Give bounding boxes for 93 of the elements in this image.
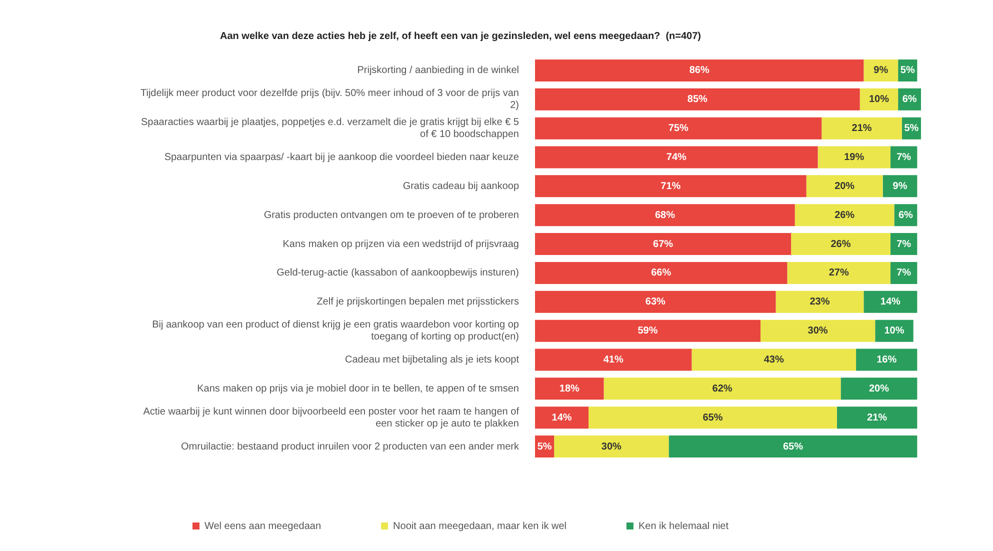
- data-label: 62%: [712, 383, 732, 394]
- bar: [535, 320, 760, 342]
- data-label: 26%: [830, 238, 851, 250]
- bar: [588, 406, 837, 429]
- data-label: 14%: [880, 296, 901, 308]
- y-tick-label: Gratis cadeau bij aankoop: [402, 180, 520, 192]
- bar: [818, 146, 890, 168]
- data-label: 7%: [896, 152, 912, 163]
- data-label: 26%: [834, 210, 855, 221]
- data-label: 41%: [603, 354, 624, 366]
- y-tick-label: Spaaracties waarbij je plaatjes, poppetjes e.d. verzamelt die je gratis krijgt bij elke € 5 of € 10 boodschappen: [141, 117, 520, 140]
- data-label: 9%: [874, 65, 888, 76]
- bar: [535, 348, 692, 371]
- chart-title: Aan welke van deze acties heb je zelf, of heeft een van je gezinsleden, wel eens meegedaan? (n=407): [220, 30, 702, 42]
- bar: [535, 175, 806, 198]
- data-label: 10%: [884, 326, 904, 337]
- bar: [864, 290, 918, 313]
- y-tick-label: Bij aankoop van een product of dienst krijg je een gratis waardebon voor korting op toegang of korting op product(en): [152, 320, 520, 343]
- data-label: 9%: [892, 180, 908, 192]
- bar: [856, 348, 918, 371]
- data-label: 5%: [904, 123, 919, 134]
- bar: [535, 146, 818, 168]
- data-label: 23%: [810, 296, 830, 308]
- data-label: 21%: [852, 123, 872, 134]
- data-label: 6%: [902, 94, 917, 106]
- y-tick-label: Prijskorting / aanbieding in de winkel: [357, 65, 519, 76]
- legend-label: Ken ik helemaal niet: [638, 520, 729, 532]
- y-tick-label: Kans maken op prijs via je mobiel door in te bellen, te appen of te smsen: [197, 383, 519, 394]
- bar: [882, 175, 918, 198]
- bar: [760, 320, 876, 342]
- data-label: 16%: [876, 354, 897, 366]
- y-tick-label: Zelf je prijskortingen bepalen met prijsstickers: [316, 296, 519, 308]
- data-label: 63%: [645, 296, 666, 308]
- legend-label: Wel eens aan meegedaan: [204, 520, 322, 532]
- bar: [604, 378, 841, 400]
- y-tick-label: Omruilactie: bestaand product inruilen voor 2 producten van een ander merk: [181, 441, 520, 452]
- data-label: 74%: [666, 152, 687, 163]
- data-label: 20%: [834, 180, 855, 192]
- bar: [535, 233, 792, 256]
- y-tick-label: Cadeau met bijbetaling als je iets koopt: [345, 354, 520, 366]
- y-tick-label: Kans maken op prijzen via een wedstrijd of prijsvraag: [282, 238, 519, 250]
- data-label: 30%: [808, 326, 828, 337]
- bar: [535, 290, 776, 313]
- data-label: 68%: [654, 210, 676, 221]
- data-label: 20%: [868, 383, 890, 394]
- bar: [776, 290, 864, 313]
- data-label: 66%: [651, 268, 672, 279]
- bar: [668, 436, 918, 458]
- data-label: 65%: [782, 441, 804, 452]
- bar: [554, 436, 669, 458]
- bar: [787, 262, 890, 284]
- y-tick-label: Tijdelijk meer product voor dezelfde prijs (bijv. 50% meer inhoud of 3 voor de prijs van 2): [140, 88, 519, 112]
- data-label: 30%: [601, 441, 622, 452]
- data-label: 27%: [828, 268, 849, 279]
- bar: [535, 378, 604, 400]
- data-label: 75%: [668, 123, 688, 134]
- data-label: 10%: [868, 94, 890, 106]
- data-label: 85%: [687, 94, 708, 106]
- bar: [836, 406, 918, 429]
- bar: [535, 262, 788, 284]
- bar: [535, 406, 589, 429]
- y-tick-label: Geld-terug-actie (kassabon of aankoopbewijs insturen): [276, 268, 519, 279]
- bar: [791, 233, 890, 256]
- bar: [864, 59, 898, 82]
- data-label: 18%: [559, 383, 580, 394]
- data-label: 67%: [653, 238, 674, 250]
- bar: [692, 348, 856, 371]
- bar: [875, 320, 914, 342]
- y-tick-label: Spaarpunten via spaarpas/ -kaart bij je aankoop die voordeel bieden naar keuze: [164, 152, 520, 163]
- bar: [535, 204, 795, 226]
- data-label: 7%: [896, 238, 912, 250]
- data-label: 7%: [896, 268, 912, 279]
- data-label: 71%: [660, 180, 681, 192]
- data-label: 59%: [638, 326, 658, 337]
- bar: [535, 117, 822, 140]
- y-tick-label: Gratis producten ontvangen om te proeven of te proberen: [264, 210, 519, 221]
- data-label: 43%: [764, 354, 784, 366]
- bar: [806, 175, 883, 198]
- bar: [822, 117, 902, 140]
- data-label: 19%: [844, 152, 864, 163]
- y-tick-label: Actie waarbij je kunt winnen door bijvoorbeeld een poster voor het raam te hangen of een sticker op je auto te plakken: [143, 406, 520, 430]
- data-label: 5%: [537, 441, 552, 452]
- bar: [794, 204, 894, 226]
- bar: [535, 88, 860, 110]
- data-label: 5%: [900, 65, 915, 76]
- data-label: 65%: [702, 412, 723, 424]
- bar: [840, 378, 918, 400]
- data-label: 86%: [689, 65, 710, 76]
- legend-label: Nooit aan meegedaan, maar ken ik wel: [393, 520, 566, 532]
- data-label: 21%: [867, 412, 888, 424]
- data-label: 14%: [552, 412, 572, 424]
- bar: [535, 59, 864, 82]
- data-label: 6%: [898, 210, 914, 221]
